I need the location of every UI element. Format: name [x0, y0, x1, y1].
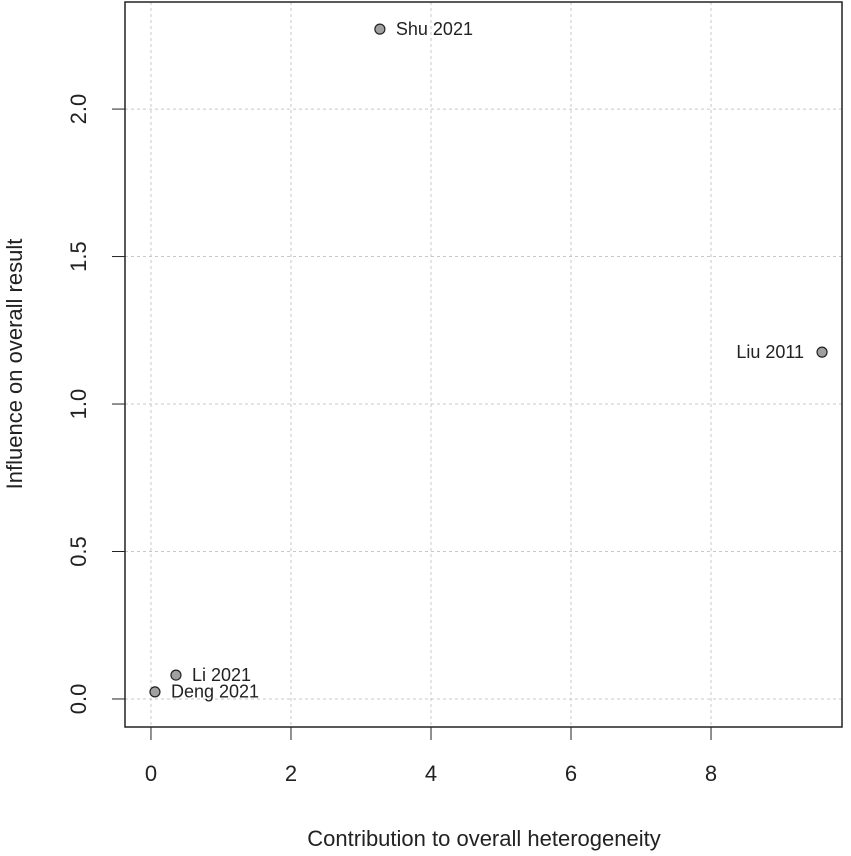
point-label: Shu 2021 — [396, 19, 473, 39]
x-axis-label: Contribution to overall heterogeneity — [307, 826, 660, 851]
y-tick-label: 0.5 — [66, 536, 91, 567]
y-tick-label: 0.0 — [66, 684, 91, 715]
point-label: Deng 2021 — [171, 682, 259, 702]
point — [816, 346, 828, 358]
point-label: Li 2021 — [192, 665, 251, 685]
x-tick-label: 4 — [425, 761, 437, 786]
x-tick-label: 6 — [565, 761, 577, 786]
y-tick-label: 2.0 — [66, 94, 91, 125]
y-tick-label: 1.0 — [66, 389, 91, 420]
x-tick-label: 0 — [145, 761, 157, 786]
point — [170, 669, 182, 681]
plot-frame — [124, 1, 843, 728]
x-tick-label: 8 — [705, 761, 717, 786]
point — [374, 23, 386, 35]
point-label: Liu 2011 — [736, 342, 804, 362]
y-tick-label: 1.5 — [66, 241, 91, 272]
x-tick-label: 2 — [285, 761, 297, 786]
point — [149, 686, 161, 698]
y-axis-label: Influence on overall result — [2, 239, 27, 490]
